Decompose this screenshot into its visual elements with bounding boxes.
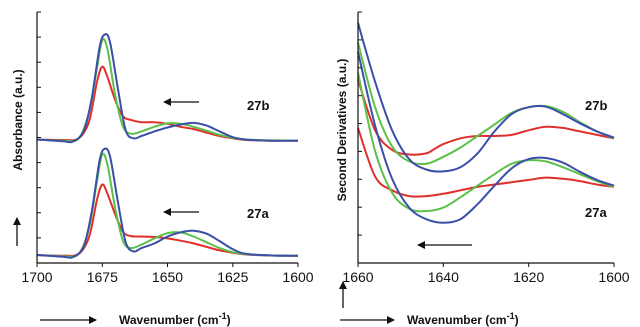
left-x-tick-label: 1675	[87, 269, 118, 285]
left-series-group	[36, 33, 299, 259]
left-x-tick-label: 1650	[152, 269, 183, 285]
left-x-axis-title: Wavenumber (cm-1)	[119, 311, 231, 327]
left-x-tick-label: 1600	[282, 269, 313, 285]
annotation-27a-right: 27a	[585, 205, 607, 220]
right-series-27a-blue	[357, 51, 615, 224]
right-series-27b-blue	[357, 22, 615, 173]
left-x-ticks: 1700 1675 1650 1625 1600	[21, 263, 314, 285]
annotation-27b-left: 27b	[247, 98, 269, 113]
right-series-27b-green	[357, 42, 615, 166]
right-x-ticks: 1660 1640 1620 1600	[342, 263, 630, 285]
left-y-axis-title: Absorbance (a.u.)	[11, 69, 25, 170]
right-series-27a-green	[357, 72, 615, 213]
right-y-axis-title: Second Derivatives (a.u.)	[335, 59, 349, 202]
left-x-tick-label: 1625	[217, 269, 248, 285]
left-panel: 1700 1675 1650 1625 1600 27b 27a Absorbance …	[11, 11, 314, 327]
right-panel: 1660 1640 1620 1600 27b 27a Second Derivati…	[335, 11, 630, 327]
right-x-axis-title: Wavenumber (cm-1)	[407, 311, 519, 327]
right-x-tick-label: 1620	[513, 269, 544, 285]
right-x-tick-label: 1600	[598, 269, 629, 285]
annotation-27a-left: 27a	[247, 206, 269, 221]
right-x-tick-label: 1640	[428, 269, 459, 285]
left-y-ticks	[37, 11, 41, 264]
left-series-27b-green	[36, 38, 299, 143]
left-series-27a-blue	[36, 147, 299, 259]
right-x-tick-label: 1660	[342, 269, 373, 285]
annotation-27b-right: 27b	[585, 98, 607, 113]
right-y-ticks	[358, 11, 362, 264]
right-series-group	[357, 22, 615, 224]
left-x-tick-label: 1700	[21, 269, 52, 285]
left-series-27b-blue	[36, 33, 299, 144]
